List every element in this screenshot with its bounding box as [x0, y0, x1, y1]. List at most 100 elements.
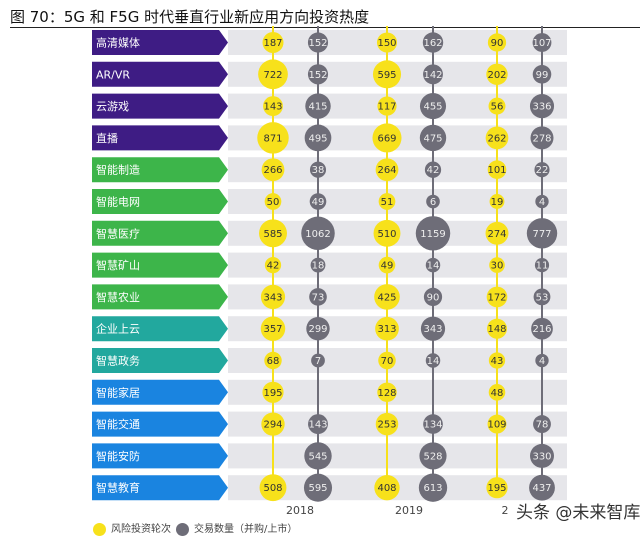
bubble-value: 266 — [263, 165, 282, 176]
bubble — [309, 193, 327, 210]
bubble — [307, 64, 329, 85]
category-label: 智能交通 — [96, 417, 140, 431]
category-label: 智慧农业 — [96, 290, 140, 304]
bubble — [532, 33, 552, 52]
bubble — [263, 96, 283, 117]
category-banner — [92, 157, 228, 183]
gray-dot-icon — [176, 523, 189, 536]
category-banner — [92, 93, 228, 119]
bubble — [307, 32, 329, 53]
category-banner — [92, 220, 228, 246]
bubble-value: 152 — [308, 70, 327, 81]
bubble — [260, 284, 286, 310]
bubble — [374, 284, 400, 310]
bubble — [375, 158, 399, 182]
bubble-value: 53 — [536, 292, 549, 303]
bubble-value: 1159 — [420, 229, 445, 240]
bubble — [374, 475, 400, 501]
year-label: 2019 — [395, 504, 423, 517]
bubble-value: 90 — [427, 292, 440, 303]
bubble — [306, 316, 330, 341]
bubble-value: 195 — [487, 483, 506, 494]
category-label: 智能制造 — [96, 163, 140, 177]
bubble — [258, 59, 288, 90]
bubble-value: 595 — [377, 70, 396, 81]
category-label: 智能安防 — [96, 449, 140, 463]
category-label: AR/VR — [96, 68, 130, 81]
category-banner — [92, 30, 228, 55]
bubble-value: 437 — [532, 483, 551, 494]
row-band — [228, 30, 567, 55]
bubble-value: 510 — [377, 229, 396, 240]
bubble — [419, 442, 447, 470]
bubble-value: 134 — [423, 420, 442, 431]
bubble — [485, 126, 509, 150]
title-rule — [10, 27, 640, 28]
bubble-value: 264 — [377, 165, 396, 176]
bubble-value: 107 — [532, 38, 551, 49]
bubble-value: 18 — [312, 261, 325, 272]
bubble — [373, 219, 401, 247]
bubble-value: 172 — [487, 292, 506, 303]
bubble-value: 109 — [487, 420, 506, 431]
bubble — [485, 221, 509, 245]
year-label: 2 — [502, 504, 509, 517]
bubble-value: 4 — [539, 197, 545, 208]
category-label: 企业上云 — [96, 322, 140, 336]
bubble — [264, 256, 282, 274]
bubble-value: 475 — [423, 133, 442, 144]
category-label: 云游戏 — [96, 100, 129, 113]
category-banner — [92, 252, 228, 278]
bubble — [489, 194, 505, 209]
bubble-value: 722 — [263, 70, 282, 81]
bubble — [378, 351, 396, 370]
bubble-value: 495 — [308, 133, 327, 144]
bubble — [425, 257, 441, 273]
legend-label: 交易数量（并购/上市） — [194, 524, 298, 535]
category-banner — [92, 348, 228, 373]
bubble — [420, 316, 446, 341]
bubble — [486, 318, 508, 339]
bubble — [415, 216, 451, 251]
row-band — [228, 93, 567, 119]
bubble — [264, 193, 282, 210]
bubble-value: 73 — [312, 292, 325, 303]
bubble — [487, 160, 507, 180]
category-banner — [92, 443, 228, 469]
bubble-value: 357 — [263, 324, 282, 335]
bubble — [529, 474, 555, 501]
legend-label: 风险投资轮次 — [111, 524, 171, 535]
bubble-value: 336 — [532, 102, 551, 113]
bubble — [423, 64, 443, 85]
bubble — [418, 473, 448, 502]
bubble-value: 6 — [430, 197, 436, 208]
bubble — [423, 414, 443, 434]
category-label: 高清媒体 — [96, 36, 140, 50]
bubble-value: 19 — [491, 197, 504, 208]
category-banner — [92, 411, 228, 437]
bubble — [261, 412, 285, 436]
bubble — [422, 32, 444, 53]
bubble-value: 595 — [308, 483, 327, 494]
bubble — [376, 32, 398, 53]
bubble-value: 48 — [491, 388, 504, 399]
bubble — [533, 288, 551, 306]
bubble — [529, 94, 555, 119]
bubble — [426, 194, 440, 209]
bubble — [259, 219, 287, 248]
category-banner — [92, 475, 228, 501]
bubble — [308, 414, 328, 435]
bubble — [257, 122, 289, 154]
bubble — [375, 412, 399, 436]
bubble-value: 187 — [263, 38, 282, 49]
bubble-value: 150 — [377, 38, 396, 49]
bubble — [260, 316, 286, 341]
bubble — [419, 93, 447, 120]
bubble — [377, 382, 397, 403]
bubble — [303, 473, 333, 502]
figure-title: 图 70：5G 和 F5G 时代垂直行业新应用方向投资热度 — [10, 8, 370, 26]
bubble-value: 777 — [532, 229, 551, 240]
bubble — [378, 193, 396, 210]
bubble — [261, 158, 285, 182]
bubble-value: 294 — [263, 420, 282, 431]
